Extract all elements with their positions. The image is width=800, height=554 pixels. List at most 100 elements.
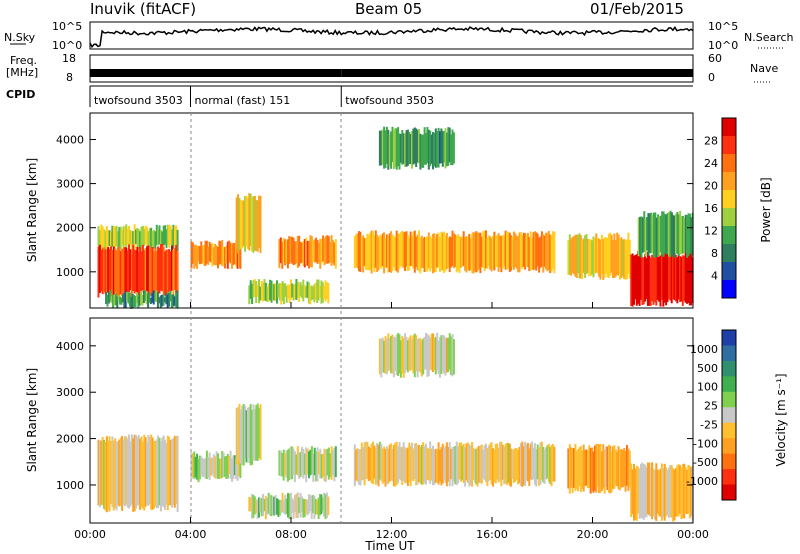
velocity-cell-4-54: [323, 492, 326, 517]
velocity-cell-6-29: [419, 338, 422, 373]
power-cell-7-114: [512, 231, 515, 270]
power-cell-8-13: [397, 127, 400, 167]
velocity-cell-5-85: [472, 447, 475, 480]
power-cell-11-33: [683, 217, 686, 253]
power-cell-8-6: [387, 129, 390, 170]
power-cell-0-15: [118, 227, 121, 250]
power-cell-8-39: [433, 132, 436, 167]
power-colorbar-swatch-0: [722, 118, 736, 137]
power-cell-11-11: [652, 212, 655, 257]
power-cell-8-25: [413, 127, 416, 164]
velocity-cell-0-52: [169, 440, 172, 506]
power-cell-11-3: [641, 217, 644, 253]
power-cell-7-10: [367, 234, 370, 271]
velocity-cell-7-28: [606, 446, 609, 490]
power-cell-10-6: [638, 253, 641, 306]
velocity-cell-5-141: [550, 445, 553, 487]
power-cell-7-115: [514, 233, 517, 267]
power-cell-7-25: [388, 233, 391, 272]
velocity-cell-7-12: [584, 449, 587, 487]
velocity-cell-4-49: [316, 500, 319, 515]
velocity-cell-3-4: [284, 452, 287, 476]
power-cell-9-14: [586, 239, 589, 273]
power-cell-10-15: [651, 254, 654, 302]
velocity-cell-3-14: [298, 452, 301, 479]
power-cell-1-25: [132, 244, 135, 292]
velocity-cell-6-49: [447, 337, 450, 372]
velocity-cell-3-27: [316, 447, 319, 482]
velocity-cell-8-2: [633, 463, 635, 521]
power-cell-4-5: [242, 200, 245, 247]
power-cell-0-56: [175, 225, 178, 248]
power-cell-4-4: [241, 200, 244, 249]
power-cell-7-121: [522, 232, 525, 267]
power-cell-9-30: [609, 232, 612, 276]
power-cell-1-31: [140, 251, 143, 293]
power-cell-2-32: [149, 297, 152, 304]
power-cell-1-1: [98, 244, 101, 293]
power-cell-7-119: [519, 232, 522, 268]
power-cell-1-46: [161, 243, 164, 292]
power-cell-0-23: [129, 230, 132, 245]
velocity-cell-5-109: [506, 442, 508, 485]
velocity-cell-4-11: [263, 499, 266, 512]
power-cell-9-26: [603, 237, 606, 278]
nsky-label: N.Sky: [4, 31, 36, 44]
velocity-cell-0-56: [175, 436, 178, 504]
velocity-cell-8-23: [662, 468, 665, 518]
velocity-cell-4-0: [248, 496, 251, 512]
velocity-cell-6-15: [399, 340, 402, 378]
date-title: 01/Feb/2015: [590, 0, 684, 18]
power-cell-3-19: [217, 246, 219, 269]
power-cell-10-23: [662, 254, 665, 307]
freq-bars: [90, 69, 693, 77]
velocity-cell-7-5: [574, 443, 577, 491]
velocity-cell-4-34: [295, 493, 298, 518]
power-cell-5-3: [282, 237, 285, 263]
velocity-cell-5-30: [395, 441, 398, 485]
velocity-cell-4-46: [312, 495, 315, 514]
power-cell-9-10: [581, 240, 584, 279]
velocity-cell-0-55: [173, 435, 176, 508]
power-cell-8-10: [392, 129, 395, 169]
velocity-cell-0-32: [141, 441, 144, 509]
power-cell-5-37: [330, 235, 333, 266]
velocity-cell-1-9: [203, 459, 206, 477]
power-cell-6-4: [253, 279, 256, 297]
power-cell-6-17: [271, 283, 274, 300]
velocity-cell-8-25: [665, 467, 668, 517]
power-cell-7-110: [507, 231, 510, 269]
power-cell-2-3: [109, 289, 112, 302]
velocity-cell-1-27: [228, 456, 231, 475]
velocity-cell-7-35: [616, 451, 619, 487]
power-cell-10-34: [677, 250, 680, 300]
power-cell-0-45: [159, 230, 162, 244]
velocity-cell-4-14: [267, 492, 270, 514]
power-cell-7-60: [437, 232, 440, 268]
power-cell-3-32: [235, 240, 238, 267]
power-cell-5-28: [317, 242, 320, 264]
power-cell-0-9: [110, 231, 112, 247]
velocity-cell-4-35: [296, 492, 299, 519]
power-cell-10-28: [669, 251, 672, 301]
velocity-cell-3-13: [296, 446, 299, 476]
velocity-cell-3-11: [293, 451, 296, 483]
velocity-cell-2-9: [248, 406, 251, 464]
velocity-cell-7-40: [623, 448, 626, 487]
velocity-cell-0-43: [157, 435, 160, 508]
power-cell-7-93: [483, 230, 486, 272]
velocity-cell-5-71: [452, 446, 455, 482]
power-cell-3-24: [224, 246, 226, 269]
power-cell-7-34: [401, 230, 404, 268]
power-cell-8-53: [452, 132, 455, 164]
velocity-cell-6-46: [443, 335, 446, 374]
velocity-cell-6-23: [411, 339, 413, 370]
power-cell-5-16: [301, 242, 303, 263]
power-cell-2-19: [131, 293, 134, 309]
velocity-cell-5-131: [536, 444, 539, 480]
power-cell-1-45: [159, 244, 162, 291]
power-cell-7-42: [412, 231, 415, 269]
velocity-cell-4-2: [251, 493, 254, 519]
power-cell-3-20: [218, 240, 221, 265]
velocity-cell-7-38: [620, 448, 623, 488]
